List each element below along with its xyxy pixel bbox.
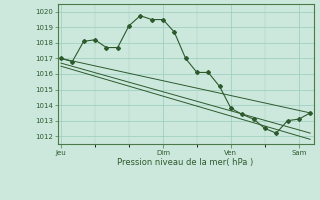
X-axis label: Pression niveau de la mer( hPa ): Pression niveau de la mer( hPa ) — [117, 158, 254, 167]
